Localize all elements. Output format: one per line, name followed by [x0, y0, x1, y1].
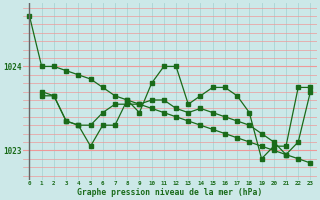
X-axis label: Graphe pression niveau de la mer (hPa): Graphe pression niveau de la mer (hPa): [77, 188, 263, 197]
